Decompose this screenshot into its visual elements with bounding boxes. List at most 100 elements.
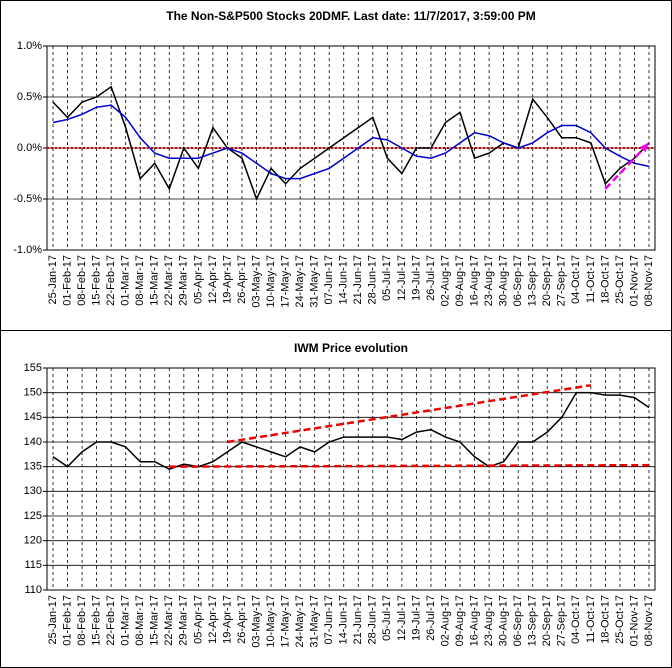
- x-tick-label: 21-Jun-17: [352, 255, 364, 305]
- y-tick-label: 140: [24, 436, 42, 448]
- x-tick-label: 30-Aug-17: [498, 595, 510, 646]
- x-tick-label: 25-Jan-17: [47, 595, 59, 645]
- x-tick-label: 22-Feb-17: [105, 255, 117, 306]
- chart-title: IWM Price evolution: [294, 341, 408, 355]
- chart-title: The Non-S&P500 Stocks 20DMF. Last date: …: [166, 9, 535, 23]
- x-tick-label: 03-May-17: [250, 595, 262, 648]
- x-tick-label: 30-Aug-17: [498, 255, 510, 306]
- x-tick-label: 07-Jun-17: [323, 595, 335, 645]
- x-tick-label: 28-Jun-17: [367, 595, 379, 645]
- x-tick-label: 02-Aug-17: [439, 255, 451, 306]
- x-tick-label: 13-Sep-17: [527, 595, 539, 646]
- x-tick-label: 11-Oct-17: [585, 255, 597, 303]
- x-tick-label: 08-Nov-17: [643, 255, 655, 306]
- plot-area: [46, 367, 656, 591]
- x-tick-label: 12-Apr-17: [207, 255, 219, 304]
- x-tick-label: 29-Mar-17: [178, 255, 190, 306]
- x-tick-label: 05-Apr-17: [192, 595, 204, 644]
- x-tick-label: 13-Sep-17: [527, 255, 539, 306]
- x-tick-label: 15-Feb-17: [91, 595, 103, 646]
- x-tick-label: 01-Mar-17: [120, 255, 132, 306]
- series-line: [52, 104, 650, 180]
- x-tick-label: 12-Jul-17: [396, 595, 408, 641]
- x-tick-label: 01-Feb-17: [61, 255, 73, 306]
- x-tick-label: 23-Aug-17: [483, 255, 495, 306]
- x-tick-label: 14-Jun-17: [338, 255, 350, 305]
- x-tick-label: 06-Sep-17: [512, 595, 524, 646]
- x-tick-label: 15-Mar-17: [149, 255, 161, 306]
- x-tick-label: 05-Apr-17: [192, 255, 204, 304]
- y-tick-label: 135: [24, 461, 42, 473]
- x-tick-label: 04-Oct-17: [570, 255, 582, 304]
- y-tick-label: 110: [24, 584, 42, 596]
- x-tick-label: 26-Apr-17: [236, 595, 248, 644]
- x-tick-label: 19-Apr-17: [221, 595, 233, 644]
- x-tick-label: 17-May-17: [279, 595, 291, 648]
- y-tick-label: 125: [24, 510, 42, 522]
- y-tick-label: 1.0%: [17, 40, 42, 52]
- x-tick-label: 31-May-17: [309, 255, 321, 308]
- x-tick-label: 09-Aug-17: [454, 595, 466, 646]
- x-tick-label: 20-Sep-17: [541, 595, 553, 646]
- x-tick-label: 16-Aug-17: [468, 595, 480, 646]
- x-tick-label: 21-Jun-17: [352, 595, 364, 645]
- x-tick-label: 24-May-17: [294, 595, 306, 648]
- y-tick-label: 145: [24, 411, 42, 423]
- x-tick-label: 15-Feb-17: [91, 255, 103, 306]
- x-tick-label: 08-Mar-17: [134, 595, 146, 646]
- x-tick-label: 08-Nov-17: [643, 595, 655, 646]
- x-tick-label: 26-Apr-17: [236, 255, 248, 304]
- x-tick-label: 10-May-17: [265, 255, 277, 308]
- x-tick-label: 23-Aug-17: [483, 595, 495, 646]
- x-tick-label: 26-Jul-17: [425, 595, 437, 641]
- trend-line: [169, 463, 650, 468]
- y-tick-label: 0.5%: [17, 91, 42, 103]
- x-tick-label: 03-May-17: [250, 255, 262, 308]
- y-tick-label: 120: [24, 535, 42, 547]
- x-tick-label: 22-Mar-17: [163, 595, 175, 646]
- x-tick-label: 05-Jul-17: [381, 255, 393, 301]
- x-tick-label: 08-Feb-17: [76, 255, 88, 306]
- x-tick-label: 15-Mar-17: [149, 595, 161, 646]
- x-tick-label: 26-Jul-17: [425, 255, 437, 301]
- x-tick-label: 06-Sep-17: [512, 255, 524, 306]
- x-tick-label: 19-Jul-17: [410, 595, 422, 641]
- x-tick-label: 27-Sep-17: [556, 595, 568, 646]
- x-tick-label: 08-Mar-17: [134, 255, 146, 306]
- x-tick-label: 25-Oct-17: [614, 255, 626, 304]
- y-tick-label: -1.0%: [13, 244, 42, 256]
- y-tick-label: -0.5%: [13, 193, 42, 205]
- x-tick-label: 19-Jul-17: [410, 255, 422, 301]
- x-tick-label: 04-Oct-17: [570, 595, 582, 644]
- x-tick-label: 29-Mar-17: [178, 595, 190, 646]
- x-tick-label: 12-Apr-17: [207, 595, 219, 644]
- x-tick-label: 17-May-17: [279, 255, 291, 308]
- x-tick-label: 01-Nov-17: [628, 255, 640, 306]
- x-tick-label: 24-May-17: [294, 255, 306, 308]
- y-tick-label: 115: [24, 559, 42, 571]
- x-tick-label: 07-Jun-17: [323, 255, 335, 305]
- x-tick-label: 02-Aug-17: [439, 595, 451, 646]
- x-tick-label: 09-Aug-17: [454, 255, 466, 306]
- x-tick-label: 12-Jul-17: [396, 255, 408, 301]
- x-tick-label: 28-Jun-17: [367, 255, 379, 305]
- y-tick-label: 155: [24, 362, 42, 374]
- x-tick-label: 01-Mar-17: [120, 595, 132, 646]
- x-tick-label: 01-Nov-17: [628, 595, 640, 646]
- x-tick-label: 05-Jul-17: [381, 595, 393, 641]
- series-line: [52, 391, 650, 470]
- series-line: [52, 85, 650, 201]
- x-tick-label: 18-Oct-17: [599, 255, 611, 304]
- x-tick-label: 25-Jan-17: [47, 255, 59, 305]
- x-tick-label: 25-Oct-17: [614, 595, 626, 644]
- x-tick-label: 11-Oct-17: [585, 595, 597, 643]
- x-tick-label: 19-Apr-17: [221, 255, 233, 304]
- x-tick-label: 22-Mar-17: [163, 255, 175, 306]
- y-tick-label: 150: [24, 387, 42, 399]
- x-tick-label: 10-May-17: [265, 595, 277, 648]
- trend-line: [227, 384, 592, 444]
- x-tick-label: 31-May-17: [309, 595, 321, 648]
- y-tick-label: 130: [24, 485, 42, 497]
- x-tick-label: 22-Feb-17: [105, 595, 117, 646]
